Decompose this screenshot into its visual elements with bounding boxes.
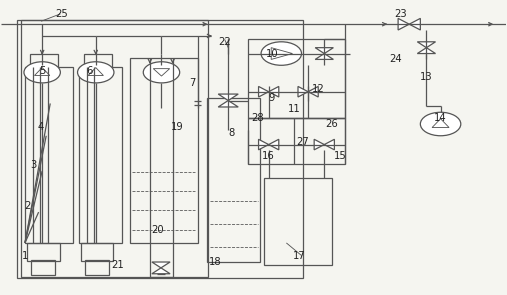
Polygon shape	[409, 18, 420, 30]
Polygon shape	[315, 54, 334, 59]
Text: 22: 22	[219, 37, 231, 47]
Circle shape	[78, 62, 114, 83]
Bar	[264, 178, 332, 265]
Text: 14: 14	[434, 113, 447, 123]
Text: 28: 28	[251, 113, 264, 123]
Text: 24: 24	[389, 54, 402, 64]
Text: 20: 20	[151, 225, 164, 235]
Text: 8: 8	[228, 128, 234, 138]
Text: 23: 23	[394, 9, 407, 19]
Circle shape	[420, 112, 461, 136]
Text: 3: 3	[30, 160, 37, 170]
Bar	[85, 260, 110, 275]
Text: 5: 5	[39, 66, 45, 76]
Polygon shape	[308, 86, 318, 97]
Circle shape	[24, 62, 60, 83]
Text: 9: 9	[269, 93, 275, 103]
Text: 1: 1	[22, 251, 28, 261]
Text: 12: 12	[312, 84, 324, 94]
Text: 17: 17	[293, 251, 305, 261]
Polygon shape	[298, 86, 308, 97]
Text: 13: 13	[420, 72, 433, 82]
Polygon shape	[417, 48, 436, 54]
Polygon shape	[259, 139, 269, 150]
Bar	[130, 58, 198, 243]
Text: 2: 2	[24, 201, 30, 211]
Bar	[79, 67, 122, 243]
Polygon shape	[398, 18, 409, 30]
Bar	[27, 243, 60, 260]
Polygon shape	[417, 42, 436, 48]
Circle shape	[261, 42, 302, 65]
Circle shape	[143, 62, 179, 83]
Polygon shape	[259, 86, 269, 97]
Text: 7: 7	[190, 78, 196, 88]
Text: 19: 19	[171, 122, 184, 132]
Text: 16: 16	[262, 151, 275, 161]
Bar	[31, 260, 55, 275]
Polygon shape	[269, 86, 279, 97]
Polygon shape	[315, 48, 334, 54]
Text: 26: 26	[325, 119, 338, 129]
Polygon shape	[324, 139, 335, 150]
Text: 15: 15	[334, 151, 347, 161]
Text: 4: 4	[38, 122, 44, 132]
Polygon shape	[314, 139, 324, 150]
Polygon shape	[269, 139, 279, 150]
Bar	[248, 118, 345, 164]
Text: 11: 11	[287, 104, 300, 114]
Bar	[248, 39, 345, 118]
Bar	[30, 54, 58, 67]
Bar	[207, 98, 260, 262]
Bar	[25, 67, 73, 243]
Polygon shape	[152, 268, 170, 274]
Text: 6: 6	[86, 66, 92, 76]
Text: 10: 10	[265, 49, 278, 58]
Bar	[21, 20, 208, 277]
Bar	[81, 243, 114, 260]
Polygon shape	[218, 101, 238, 107]
Text: 21: 21	[112, 260, 124, 270]
Polygon shape	[152, 262, 170, 268]
Bar	[17, 20, 303, 278]
Bar	[84, 54, 112, 67]
Text: 27: 27	[297, 137, 309, 147]
Text: 18: 18	[209, 257, 222, 267]
Text: 25: 25	[55, 9, 68, 19]
Polygon shape	[218, 94, 238, 101]
